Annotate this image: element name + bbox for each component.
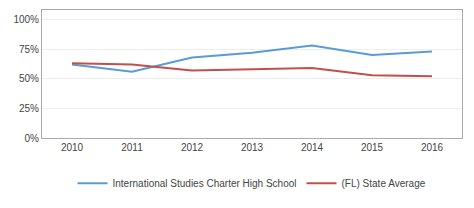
- svg-text:75%: 75%: [19, 44, 39, 55]
- svg-text:25%: 25%: [19, 103, 39, 114]
- svg-text:0%: 0%: [25, 133, 40, 144]
- svg-text:2015: 2015: [361, 142, 384, 153]
- svg-text:2013: 2013: [241, 142, 264, 153]
- svg-text:International Studies Charter: International Studies Charter High Schoo…: [113, 178, 297, 189]
- svg-text:2016: 2016: [421, 142, 444, 153]
- svg-text:2014: 2014: [301, 142, 324, 153]
- svg-text:50%: 50%: [19, 73, 39, 84]
- svg-text:(FL) State Average: (FL) State Average: [342, 178, 426, 189]
- svg-text:100%: 100%: [13, 14, 39, 25]
- svg-text:2011: 2011: [121, 142, 143, 153]
- svg-text:2010: 2010: [61, 142, 84, 153]
- svg-text:2012: 2012: [181, 142, 204, 153]
